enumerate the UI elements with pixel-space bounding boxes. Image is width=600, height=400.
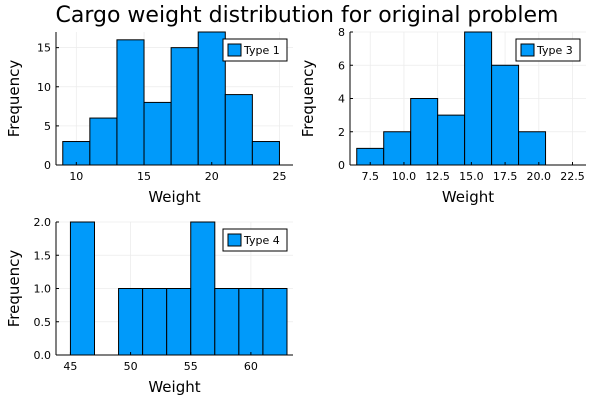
legend-label: Type 1 — [243, 44, 280, 57]
legend-swatch — [227, 233, 242, 247]
x-tick-label: 25 — [272, 170, 286, 183]
y-tick-label: 4 — [338, 93, 345, 106]
histogram-bar — [69, 221, 95, 356]
histogram-bar — [118, 288, 144, 356]
y-tick-label: 5 — [44, 120, 51, 133]
x-tick-label: 15.0 — [459, 170, 484, 183]
subplot-3: 45 50 55 60 0.0 0.5 1.0 1.5 2.0 Weight Frequency Ty… — [5, 216, 293, 396]
subplot-1: 10 15 20 25 0 5 10 15 Weight Frequency Type 1 — [5, 31, 293, 206]
y-tick-label: 0.0 — [34, 349, 52, 362]
x-tick-label: 17.5 — [493, 170, 518, 183]
x-tick-label: 10.0 — [392, 170, 417, 183]
subplot-2: 7.5 10.0 12.5 15.0 17.5 20.0 22.5 0 2 4 6 8 Weight Fr… — [299, 26, 586, 206]
histogram-bar — [143, 101, 172, 166]
histogram-bar — [238, 288, 264, 356]
histogram-bar — [437, 114, 466, 166]
x-tick-label: 45 — [63, 360, 77, 373]
y-tick-label: 1.0 — [34, 283, 52, 296]
y-tick-label: 8 — [338, 26, 345, 39]
legend-swatch — [227, 43, 242, 57]
histogram-bar — [116, 39, 145, 166]
figure-title: Cargo weight distribution for original p… — [56, 3, 559, 28]
x-tick-label: 7.5 — [361, 170, 379, 183]
y-tick-label: 10 — [37, 81, 51, 94]
legend: Type 4 — [222, 228, 288, 252]
histogram-bar — [518, 131, 547, 166]
y-tick-label: 1.5 — [34, 249, 52, 262]
histogram-bar — [190, 221, 216, 356]
histogram-bar — [464, 31, 493, 166]
histogram-bar — [410, 98, 439, 166]
y-tick-label: 2 — [338, 126, 345, 139]
histogram-bar — [383, 131, 412, 166]
histogram-bar — [166, 288, 192, 356]
x-tick-label: 60 — [244, 360, 258, 373]
x-tick-label: 12.5 — [425, 170, 450, 183]
y-axis-label: Frequency — [299, 60, 317, 138]
histogram-bar — [262, 288, 288, 356]
histogram-bar — [142, 288, 168, 356]
y-axis-label: Frequency — [5, 60, 23, 138]
histogram-bar — [491, 64, 520, 166]
x-tick-label: 50 — [124, 360, 138, 373]
y-tick-label: 0 — [338, 159, 345, 172]
x-tick-label: 10 — [69, 170, 83, 183]
legend-label: Type 4 — [243, 234, 280, 247]
histogram-bar — [89, 117, 118, 166]
histogram-bar — [251, 141, 280, 166]
x-axis-label: Weight — [442, 188, 494, 206]
y-tick-label: 6 — [338, 59, 345, 72]
y-tick-label: 15 — [37, 42, 51, 55]
x-axis-label: Weight — [148, 378, 200, 396]
y-axis-label: Frequency — [5, 250, 23, 328]
legend-swatch — [520, 43, 535, 57]
legend: Type 1 — [222, 38, 288, 62]
histogram-bar — [224, 94, 253, 166]
x-axis-label: Weight — [148, 188, 200, 206]
legend-label: Type 3 — [536, 44, 573, 57]
histogram-bar — [197, 31, 226, 166]
histogram-bar — [170, 47, 199, 166]
y-tick-label: 0 — [44, 159, 51, 172]
y-tick-label: 2.0 — [34, 216, 52, 229]
x-tick-label: 15 — [137, 170, 151, 183]
x-tick-label: 22.5 — [560, 170, 585, 183]
y-tick-label: 0.5 — [34, 316, 52, 329]
histogram-bar — [214, 288, 240, 356]
histogram-bar — [62, 141, 91, 166]
x-tick-label: 55 — [184, 360, 198, 373]
x-tick-label: 20.0 — [527, 170, 552, 183]
legend: Type 3 — [515, 38, 581, 62]
x-tick-label: 20 — [205, 170, 219, 183]
